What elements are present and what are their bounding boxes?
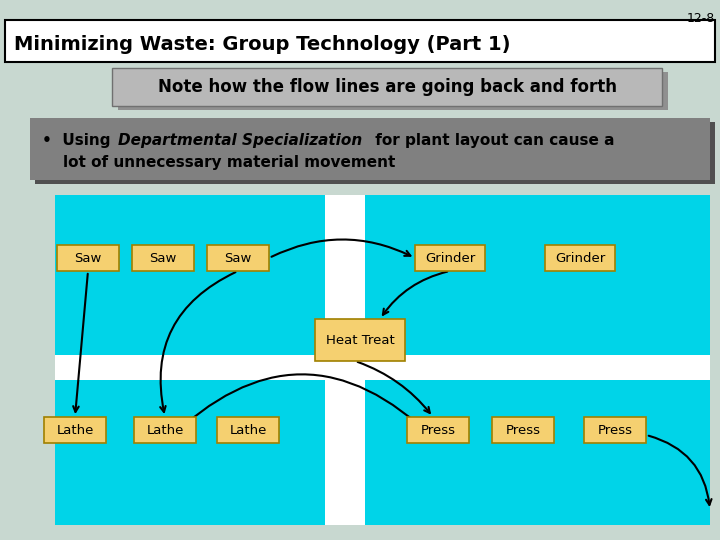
FancyBboxPatch shape	[325, 195, 365, 525]
FancyBboxPatch shape	[57, 245, 119, 271]
FancyBboxPatch shape	[55, 355, 710, 380]
Text: Lathe: Lathe	[229, 423, 266, 436]
FancyBboxPatch shape	[5, 20, 715, 62]
Text: lot of unnecessary material movement: lot of unnecessary material movement	[42, 154, 395, 170]
FancyBboxPatch shape	[217, 417, 279, 443]
Text: Grinder: Grinder	[555, 252, 605, 265]
FancyBboxPatch shape	[492, 417, 554, 443]
Text: Heat Treat: Heat Treat	[325, 334, 395, 347]
Text: Saw: Saw	[149, 252, 176, 265]
Text: Grinder: Grinder	[425, 252, 475, 265]
FancyBboxPatch shape	[584, 417, 646, 443]
Text: Lathe: Lathe	[146, 423, 184, 436]
FancyBboxPatch shape	[545, 245, 615, 271]
Text: Lathe: Lathe	[56, 423, 94, 436]
Text: Departmental Specialization: Departmental Specialization	[118, 132, 362, 147]
Text: for plant layout can cause a: for plant layout can cause a	[370, 132, 614, 147]
Text: Saw: Saw	[74, 252, 102, 265]
FancyBboxPatch shape	[132, 245, 194, 271]
Text: Press: Press	[598, 423, 632, 436]
FancyBboxPatch shape	[407, 417, 469, 443]
Text: •  Using: • Using	[42, 132, 116, 147]
FancyBboxPatch shape	[44, 417, 106, 443]
FancyBboxPatch shape	[112, 68, 662, 106]
FancyBboxPatch shape	[35, 122, 715, 184]
Text: Press: Press	[505, 423, 541, 436]
FancyBboxPatch shape	[134, 417, 196, 443]
Text: 12-8: 12-8	[687, 12, 715, 25]
Text: Minimizing Waste: Group Technology (Part 1): Minimizing Waste: Group Technology (Part…	[14, 35, 510, 53]
FancyBboxPatch shape	[118, 72, 668, 110]
Text: Press: Press	[420, 423, 456, 436]
FancyBboxPatch shape	[55, 195, 350, 355]
Text: Saw: Saw	[225, 252, 252, 265]
FancyBboxPatch shape	[415, 245, 485, 271]
Text: Note how the flow lines are going back and forth: Note how the flow lines are going back a…	[158, 78, 616, 96]
FancyBboxPatch shape	[30, 118, 710, 180]
FancyBboxPatch shape	[365, 195, 710, 355]
FancyBboxPatch shape	[315, 319, 405, 361]
FancyBboxPatch shape	[55, 380, 350, 525]
FancyBboxPatch shape	[365, 380, 710, 525]
FancyBboxPatch shape	[207, 245, 269, 271]
